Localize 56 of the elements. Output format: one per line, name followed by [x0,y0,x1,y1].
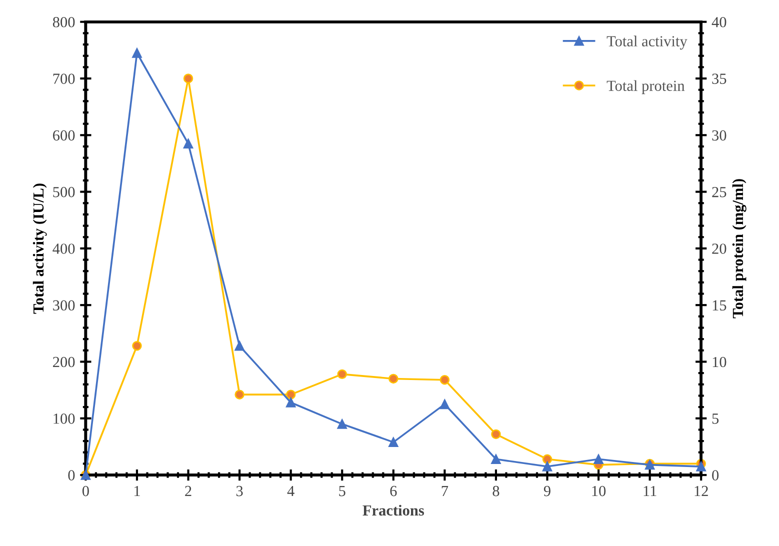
x-tick-label: 2 [185,486,192,496]
y2-tick-label: 10 [712,356,726,368]
point [594,454,604,464]
point [388,437,398,448]
y-tick-label: 0 [68,470,75,480]
y-axis-title: Total activity (IU/L) [32,184,47,314]
x-tick-label: 10 [592,486,606,496]
point [183,74,194,84]
point [696,462,706,472]
point [132,341,142,351]
y-tick-label: 400 [52,244,75,254]
y-tick-label: 500 [53,186,75,198]
point [542,462,552,472]
point [234,341,244,351]
x-axis-title: Fractions [362,504,424,516]
point [183,138,194,148]
y2-tick-label: 15 [712,300,726,311]
y2-tick-label: 25 [712,186,726,198]
x-tick-label: 3 [236,486,243,496]
y2-tick-label: 40 [712,16,726,28]
point [286,398,296,408]
point [337,419,347,429]
y2-tick-label: 30 [712,130,726,141]
x-tick-label: 12 [694,486,708,496]
legend-label: Total protein [606,80,685,94]
y-tick-label: 300 [53,300,75,311]
y2-tick-label: 20 [712,244,726,254]
point [132,48,142,58]
x-tick-label: 5 [339,486,346,496]
x-tick-label: 4 [287,486,294,496]
x-tick-label: 0 [82,486,89,496]
y2-tick-label: 5 [712,414,719,424]
point [337,369,347,380]
point [440,399,450,410]
y-tick-label: 800 [52,16,75,28]
point [388,374,398,384]
point [440,374,450,385]
point [491,429,501,440]
x-tick-label: 6 [390,486,397,496]
point [491,454,501,464]
legend-label: Total activity [606,36,688,50]
y-tick-label: 700 [53,74,75,84]
point [542,454,552,464]
point [286,390,296,400]
y2-tick-label: 35 [712,74,726,84]
x-tick-label: 1 [134,486,140,496]
y2-axis-title: Total protein (mg/ml) [732,179,746,318]
y-tick-label: 100 [54,414,75,424]
x-tick-label: 9 [544,486,550,496]
x-tick-label: 7 [442,486,448,496]
point [234,390,244,400]
x-tick-label: 8 [492,486,500,496]
y2-tick-label: 0 [712,470,719,480]
y-tick-label: 600 [53,130,75,141]
y-tick-label: 200 [53,356,75,368]
x-tick-label: 11 [644,486,656,496]
